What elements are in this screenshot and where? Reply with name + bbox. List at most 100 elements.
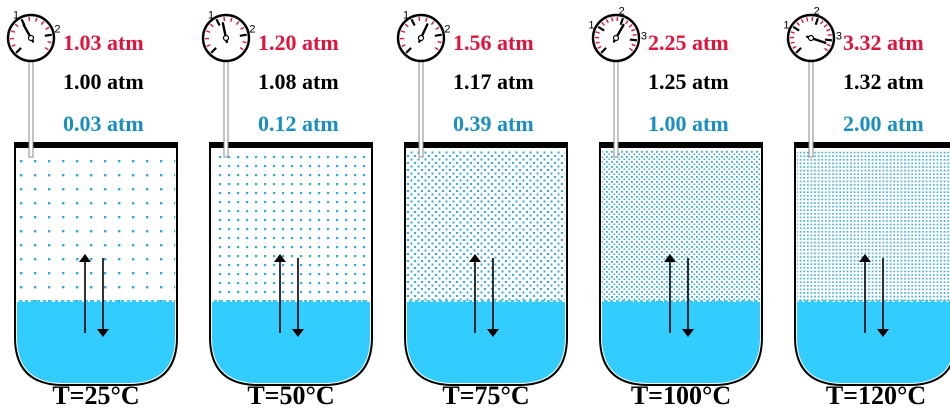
surface-molecule — [829, 300, 832, 302]
surface-molecule — [622, 300, 625, 302]
gauge-number: 1 — [208, 9, 214, 21]
gauge-tick — [824, 47, 829, 52]
surface-molecule — [445, 300, 448, 302]
gauge-tick — [35, 17, 38, 22]
gauge-hub — [27, 34, 35, 42]
vessel-outline — [794, 146, 950, 386]
gauge-stem — [418, 59, 424, 158]
surface-molecule — [883, 300, 886, 302]
surface-molecule — [865, 300, 868, 302]
gauge-tick — [47, 41, 52, 44]
surface-molecule — [535, 300, 538, 302]
liquid — [17, 302, 175, 383]
temperature-label: T=50°C — [247, 381, 334, 408]
gauge-tick — [629, 38, 637, 42]
gauge-tick — [410, 18, 416, 27]
surface-molecule — [817, 300, 820, 302]
surface-molecule — [499, 300, 502, 302]
surface-molecule — [688, 300, 691, 302]
surface-molecule — [748, 300, 751, 302]
gauge-tick — [806, 17, 809, 22]
surface-molecule — [238, 300, 241, 302]
surface-molecule — [559, 300, 562, 302]
surface-molecule — [736, 300, 739, 302]
surface-molecule — [541, 300, 544, 302]
gauge-tick — [434, 46, 439, 51]
vessel-lid — [14, 142, 178, 148]
gauge-stem — [613, 59, 619, 158]
vapor-region — [212, 150, 370, 302]
total-pressure-label: 1.03 atm — [63, 30, 144, 55]
surface-molecule — [439, 300, 442, 302]
gauge-tick — [619, 17, 624, 26]
surface-molecule — [835, 300, 838, 302]
surface-molecule — [61, 300, 64, 302]
surface-molecule — [616, 300, 619, 302]
gauge-tick — [425, 17, 428, 22]
surface-molecule — [847, 300, 850, 302]
surface-molecule — [925, 300, 928, 302]
gauge-tick — [11, 30, 16, 33]
gauge-tick — [827, 34, 832, 37]
liquid — [602, 302, 760, 383]
surface-molecule — [895, 300, 898, 302]
vessel-lid — [209, 142, 373, 148]
gauge-tick — [434, 33, 442, 37]
surface-molecule — [517, 300, 520, 302]
gauge-hub — [807, 34, 815, 42]
surface-molecule — [487, 300, 490, 302]
gauge-tick — [605, 18, 609, 24]
surface-molecule — [742, 300, 745, 302]
gauge-number: 2 — [814, 6, 820, 18]
surface-molecule — [877, 300, 880, 302]
gauge-tick — [401, 44, 406, 47]
total-pressure-label: 1.56 atm — [453, 30, 534, 55]
gauge-tick — [826, 43, 831, 47]
surface-molecule — [328, 300, 331, 302]
gauge-tick — [210, 47, 217, 54]
panel-p100: 1 2 3 2.25 atm 1.25 atm 1.00 atm T=100°C — [588, 6, 763, 408]
gauge-tick — [242, 41, 247, 44]
surface-molecule — [268, 300, 271, 302]
surface-molecule — [610, 300, 613, 302]
surface-molecule — [658, 300, 661, 302]
vapor-region — [797, 150, 950, 302]
gauge-hub — [417, 34, 425, 42]
gauge-tick — [14, 23, 19, 28]
gauge-tick — [792, 25, 800, 32]
gauge-tick — [628, 24, 633, 28]
air-pressure-label: 1.08 atm — [258, 69, 339, 94]
surface-molecule — [220, 300, 223, 302]
gauge-tick — [631, 43, 636, 47]
surface-molecule — [730, 300, 733, 302]
surface-molecule — [700, 300, 703, 302]
surface-molecule — [799, 300, 802, 302]
gauge-hub — [222, 34, 230, 42]
gauge-tick — [629, 47, 634, 52]
surface-molecule — [913, 300, 916, 302]
vessel-lid — [404, 142, 568, 148]
surface-molecule — [19, 300, 22, 302]
gauge-tick — [235, 20, 240, 25]
liquid — [212, 302, 370, 383]
surface-molecule — [931, 300, 934, 302]
surface-molecule — [244, 300, 247, 302]
gauge-stem — [223, 59, 229, 158]
surface-molecule — [310, 300, 313, 302]
gauge-tick — [430, 20, 435, 25]
gauge-tick — [230, 17, 233, 22]
surface-molecule — [409, 300, 412, 302]
gauge-tick — [215, 18, 221, 27]
surface-molecule — [298, 300, 301, 302]
gauge-tick — [790, 31, 795, 34]
gauge-tick — [600, 47, 607, 54]
surface-molecule — [151, 300, 154, 302]
surface-molecule — [286, 300, 289, 302]
vapor-pressure-label: 0.03 atm — [63, 111, 144, 136]
surface-molecule — [823, 300, 826, 302]
gauge-tick — [405, 47, 412, 54]
temperature-label: T=75°C — [442, 381, 529, 408]
gauge-tick — [800, 18, 804, 24]
vapor-pressure-label: 0.12 atm — [258, 111, 339, 136]
gauge-number: 1 — [403, 9, 409, 21]
